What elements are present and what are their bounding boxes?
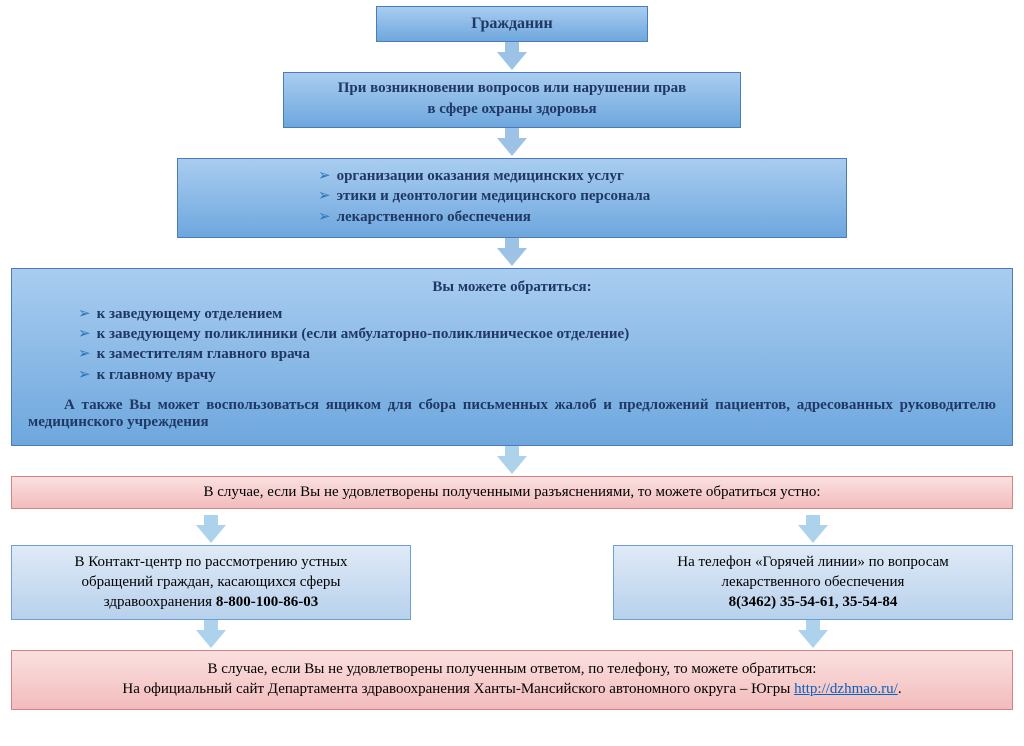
arrow-3 bbox=[497, 248, 527, 266]
chevron-icon: ➢ bbox=[78, 365, 91, 385]
department-link[interactable]: http://dzhmao.ru/ bbox=[794, 681, 898, 697]
arrow-5b bbox=[798, 525, 828, 543]
arrow-6b bbox=[798, 630, 828, 648]
final-line1: В случае, если Вы не удовлетворены получ… bbox=[20, 659, 1004, 679]
chevron-icon: ➢ bbox=[318, 166, 331, 186]
topic-item: ➢организации оказания медицинских услуг bbox=[318, 166, 836, 186]
arrow-merge bbox=[11, 628, 1013, 650]
arrow-5a bbox=[196, 525, 226, 543]
arrow-1 bbox=[497, 52, 527, 70]
chevron-icon: ➢ bbox=[318, 207, 331, 227]
box-questions: При возникновении вопросов или нарушении… bbox=[283, 72, 741, 128]
arrow-6a bbox=[196, 630, 226, 648]
box-questions-line1: При возникновении вопросов или нарушении… bbox=[288, 80, 736, 97]
topic-item: ➢этики и деонтологии медицинского персон… bbox=[318, 186, 836, 206]
box-contact-options: Вы можете обратиться: ➢к заведующему отд… bbox=[11, 268, 1013, 446]
phone-row: В Контакт-центр по рассмотрению устных о… bbox=[11, 545, 1013, 620]
contact-heading: Вы можете обратиться: bbox=[28, 279, 996, 296]
chevron-icon: ➢ bbox=[318, 186, 331, 206]
topic-item: ➢лекарственного обеспечения bbox=[318, 207, 836, 227]
contact-paragraph: А также Вы может воспользоваться ящиком … bbox=[28, 397, 996, 431]
box-citizen-text: Гражданин bbox=[471, 15, 552, 32]
chevron-icon: ➢ bbox=[78, 304, 91, 324]
contact-item: ➢к заведующему отделением bbox=[78, 304, 996, 324]
arrow-split-row bbox=[11, 515, 1013, 523]
box-contact-center: В Контакт-центр по рассмотрению устных о… bbox=[11, 545, 411, 620]
contact-item: ➢к заместителям главного врача bbox=[78, 344, 996, 364]
phone-contact-center: 8-800-100-86-03 bbox=[216, 594, 318, 610]
box-questions-line2: в сфере охраны здоровья bbox=[288, 101, 736, 118]
arrow-4 bbox=[497, 456, 527, 474]
phone-hotline: 8(3462) 35-54-61, 35-54-84 bbox=[622, 592, 1004, 612]
box-citizen: Гражданин bbox=[376, 6, 648, 42]
final-line2: На официальный сайт Департамента здравоо… bbox=[20, 679, 1004, 699]
box-hotline: На телефон «Горячей линии» по вопросам л… bbox=[613, 545, 1013, 620]
contact-item: ➢к главному врачу bbox=[78, 365, 996, 385]
arrow-split bbox=[11, 523, 1013, 545]
box-unsatisfied-final: В случае, если Вы не удовлетворены получ… bbox=[11, 650, 1013, 711]
chevron-icon: ➢ bbox=[78, 324, 91, 344]
box-unsatisfied-oral: В случае, если Вы не удовлетворены получ… bbox=[11, 476, 1013, 509]
box-topics: ➢организации оказания медицинских услуг … bbox=[177, 158, 847, 238]
flowchart-root: Гражданин При возникновении вопросов или… bbox=[0, 0, 1024, 710]
unsatisfied-oral-text: В случае, если Вы не удовлетворены получ… bbox=[203, 484, 820, 500]
contact-item: ➢к заведующему поликлиники (если амбулат… bbox=[78, 324, 996, 344]
chevron-icon: ➢ bbox=[78, 344, 91, 364]
arrow-2 bbox=[497, 138, 527, 156]
